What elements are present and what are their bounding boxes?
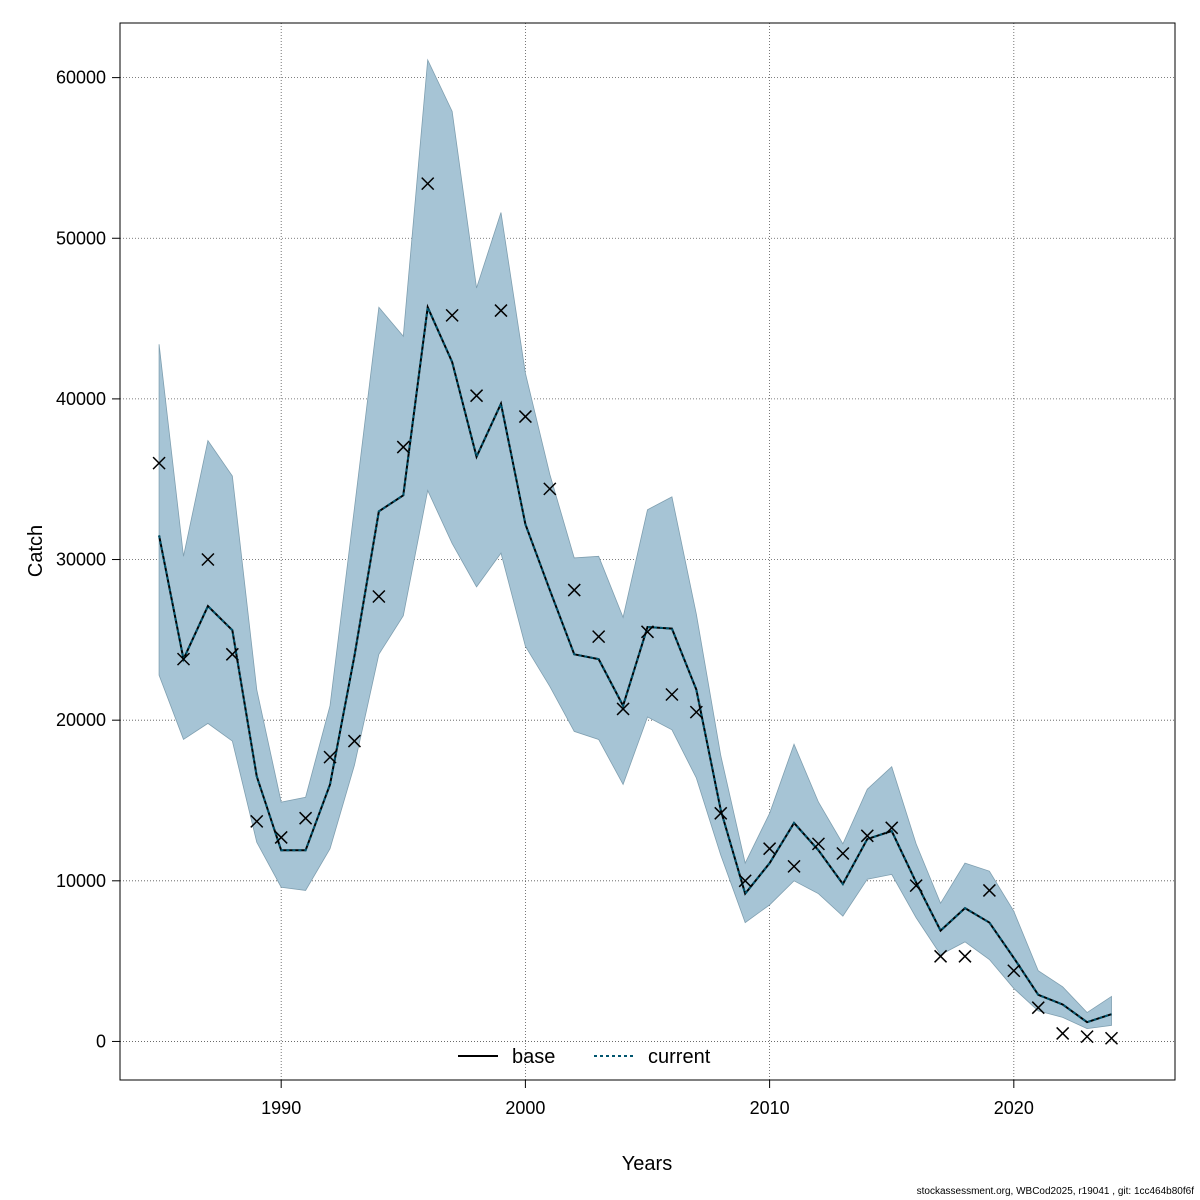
y-axis: 0 10000 20000 30000 40000 50000 60000 [56, 68, 120, 1051]
observation-marker [787, 859, 801, 873]
observation-marker [372, 589, 386, 604]
y-tick-label: 60000 [56, 68, 106, 88]
legend: base current [458, 1046, 711, 1068]
observation-marker [640, 625, 655, 639]
x-axis: 1990 2000 2010 2020 [261, 1080, 1034, 1118]
observation-marker [714, 806, 728, 820]
observation-marker [811, 837, 825, 851]
y-axis-title: Catch [25, 525, 47, 577]
observation-marker [1031, 1001, 1045, 1015]
observation-marker [274, 830, 288, 844]
observation-marker [250, 814, 264, 828]
y-tick-label: 30000 [56, 550, 106, 570]
observation-marker [176, 652, 191, 666]
observation-marker [665, 687, 679, 701]
observation-marker [494, 304, 508, 318]
observation-markers [152, 177, 1119, 1045]
observation-marker [958, 949, 972, 963]
observation-marker [1080, 1030, 1094, 1044]
observation-marker [592, 630, 606, 644]
observation-marker [152, 456, 166, 470]
observation-marker [860, 829, 874, 843]
y-tick-label: 0 [96, 1031, 106, 1051]
legend-label-current: current [648, 1046, 711, 1068]
observation-marker [909, 879, 923, 893]
observation-marker [982, 883, 996, 897]
x-tick-label: 1990 [261, 1098, 301, 1118]
observation-marker [836, 846, 850, 861]
confidence-band [158, 58, 1112, 1030]
observation-marker [1007, 964, 1021, 978]
observation-marker [470, 389, 484, 403]
observation-marker [323, 750, 337, 764]
y-tick-label: 10000 [56, 871, 106, 891]
footer-credit: stockassessment.org, WBCod2025, r19041 ,… [916, 1186, 1194, 1197]
plot-frame [119, 22, 1176, 1081]
observation-marker [225, 647, 239, 661]
y-tick-label: 50000 [56, 228, 106, 248]
observation-marker [616, 702, 630, 716]
x-tick-label: 2000 [505, 1098, 545, 1118]
y-tick-label: 20000 [56, 710, 106, 730]
observation-marker [689, 705, 703, 719]
observation-marker [347, 734, 361, 748]
observation-marker [518, 410, 532, 424]
observation-marker [885, 821, 899, 835]
observation-marker [763, 842, 777, 856]
observation-marker [396, 440, 410, 454]
y-tick-label: 40000 [56, 389, 106, 409]
series-line-current [158, 303, 1112, 1024]
x-tick-label: 2010 [750, 1098, 790, 1118]
observation-marker [299, 811, 313, 825]
observation-marker [445, 308, 459, 322]
x-tick-label: 2020 [994, 1098, 1034, 1118]
legend-label-base: base [512, 1046, 555, 1068]
x-axis-title: Years [622, 1153, 672, 1175]
observation-marker [738, 874, 752, 888]
observation-marker [421, 177, 435, 191]
observation-marker [1104, 1031, 1119, 1045]
observation-marker [543, 482, 557, 496]
observation-marker [934, 949, 948, 963]
observation-marker [201, 553, 215, 567]
observation-marker [567, 583, 581, 597]
observation-marker [1056, 1026, 1070, 1040]
